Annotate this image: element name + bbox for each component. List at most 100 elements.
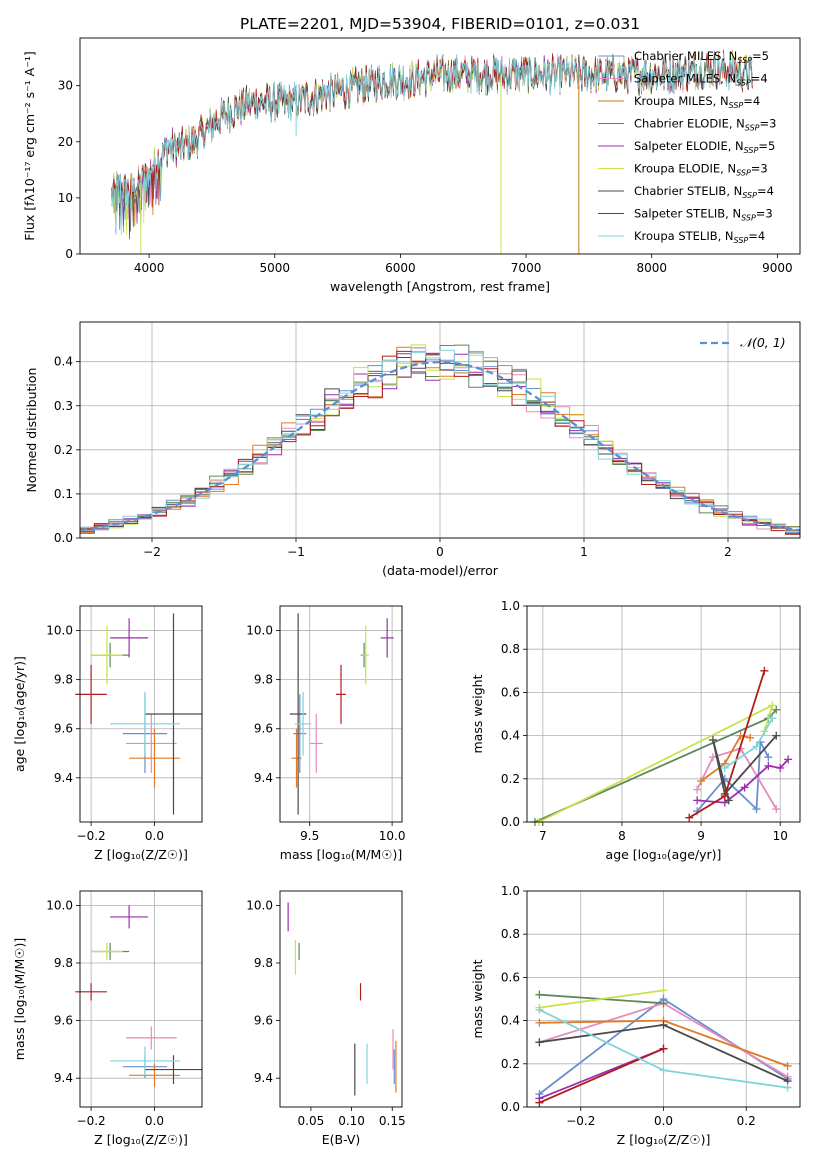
weight-marker [659, 999, 668, 1008]
weight-marker [760, 666, 769, 675]
weight-marker [768, 714, 777, 723]
x-tick-label: 8 [618, 829, 626, 843]
x-tick-label: −2 [143, 545, 161, 559]
spectrum-frame [79, 37, 801, 255]
x-axis-label: Z [log₁₀(Z/Z☉)] [94, 847, 188, 862]
y-tick-label: 0.0 [501, 1100, 520, 1114]
y-tick-label: 0.2 [54, 443, 73, 457]
weight-marker [768, 701, 777, 710]
weight-marker [724, 796, 733, 805]
y-tick-label: 9.6 [54, 722, 73, 736]
x-tick-label: 9 [697, 829, 705, 843]
weight-marker [535, 1005, 544, 1014]
y-axis-label: mass weight [470, 674, 485, 753]
y-tick-label: 30 [58, 79, 73, 93]
y-tick-label: 9.4 [54, 1071, 73, 1085]
y-tick-label: 9.8 [54, 956, 73, 970]
weight-marker [693, 796, 702, 805]
y-tick-label: 0 [65, 247, 73, 261]
legend-label: Chabrier MILES, NSSP=5 [634, 49, 769, 65]
weight-marker [772, 705, 781, 714]
legend-label: Salpeter MILES, NSSP=4 [634, 72, 768, 88]
weight-marker [752, 805, 761, 814]
weight-marker [720, 792, 729, 801]
weight-marker [764, 761, 773, 770]
y-tick-label: 0.3 [54, 399, 73, 413]
x-axis-label: Z [log₁₀(Z/Z☉)] [94, 1132, 188, 1147]
y-tick-label: 0.8 [501, 927, 520, 941]
weight-marker [535, 1038, 544, 1047]
legend-label: 𝒩(0, 1) [740, 335, 786, 350]
y-tick-label: 0.8 [501, 642, 520, 656]
y-tick-label: 10.0 [46, 624, 73, 638]
y-tick-label: 0.6 [501, 970, 520, 984]
x-tick-label: 0.05 [298, 1114, 325, 1128]
age_vs_Z-points [75, 613, 202, 815]
x-tick-label: −0.2 [566, 1114, 595, 1128]
mass_weight_vs_Z-lines [535, 986, 792, 1107]
x-tick-label: 10.0 [379, 829, 406, 843]
y-tick-label: 10.0 [246, 624, 273, 638]
y-axis-label: mass weight [470, 959, 485, 1038]
y-axis-label: Flux [fλ10⁻¹⁷ erg cm⁻² s⁻¹ A⁻¹] [22, 51, 37, 240]
weight-marker [693, 785, 702, 794]
x-axis-label: age [log₁₀(age/yr)] [606, 847, 722, 862]
x-axis-label: E(B-V) [322, 1132, 361, 1147]
age_vs_mass-frame [279, 605, 403, 823]
age_vs_Z-axes: −0.2 0.0 9.4 9.6 9.8 10.0 Z [log₁₀(Z/Z☉)] age [… [12, 606, 202, 862]
y-tick-label: 1.0 [501, 884, 520, 898]
x-tick-label: 0.15 [379, 1114, 406, 1128]
x-tick-label: 4000 [134, 261, 165, 275]
x-tick-label: 7 [539, 829, 547, 843]
residual-histograms [79, 344, 801, 535]
weight-marker [685, 813, 694, 822]
x-tick-label: 10 [773, 829, 788, 843]
weight-marker [746, 733, 755, 742]
x-tick-label: 0.0 [145, 1114, 164, 1128]
y-tick-label: 10.0 [46, 898, 73, 912]
weight-marker [697, 776, 706, 785]
spectrum-axes: 4000 5000 6000 7000 8000 9000 0 10 20 30 wavelengt… [22, 51, 793, 294]
mass_vs_Z-axes: −0.2 0.0 9.4 9.6 9.8 10.0 Z [log₁₀(Z/Z☉)] mass … [12, 891, 202, 1147]
weight-marker [784, 755, 793, 764]
y-tick-label: 0.0 [501, 815, 520, 829]
mass_weight_vs_age-frame [526, 605, 801, 823]
x-tick-label: −0.2 [77, 1114, 106, 1128]
y-tick-label: 9.8 [254, 673, 273, 687]
legend-label: Chabrier STELIB, NSSP=4 [634, 184, 774, 200]
weight-marker [535, 1018, 544, 1027]
x-axis-label: (data-model)/error [382, 563, 499, 578]
weight-marker [776, 764, 785, 772]
legend-label: Kroupa STELIB, NSSP=4 [634, 229, 765, 245]
legend-label: Kroupa ELODIE, NSSP=3 [634, 162, 768, 178]
x-tick-label: 0.0 [654, 1114, 673, 1128]
weight-line [696, 747, 778, 810]
x-tick-label: 0.0 [145, 829, 164, 843]
legend-label: Salpeter ELODIE, NSSP=5 [634, 139, 775, 155]
mass_weight_vs_Z-frame [526, 890, 801, 1108]
normal-curve [79, 360, 801, 532]
y-tick-label: 0.1 [54, 487, 73, 501]
spectrum-lines [111, 49, 753, 254]
weight-marker [659, 986, 668, 995]
weight-marker [772, 805, 781, 814]
weight-line [539, 1047, 664, 1104]
y-tick-label: 0.2 [501, 1057, 520, 1071]
weight-line [539, 989, 664, 1009]
y-tick-label: 1.0 [501, 599, 520, 613]
mass_vs_ebv-axes: 0.05 0.10 0.15 9.4 9.6 9.8 10.0 E(B-V) [246, 898, 405, 1147]
weight-marker [783, 1061, 792, 1070]
y-tick-label: 9.6 [254, 722, 273, 736]
weight-marker [740, 783, 749, 792]
y-tick-label: 10.0 [246, 898, 273, 912]
x-tick-label: 5000 [259, 261, 290, 275]
weight-marker [659, 1066, 668, 1075]
x-axis-label: mass [log₁₀(M/M☉)] [280, 847, 402, 862]
y-tick-label: 20 [58, 135, 73, 149]
mass_weight_vs_age-axes: 7 8 9 10 0.0 0.2 0.4 0.6 0.8 1.0 age [log₁₀(age/yr… [470, 599, 800, 862]
x-tick-label: 9000 [762, 261, 793, 275]
y-tick-label: 0.4 [501, 729, 520, 743]
x-tick-label: 1 [580, 545, 588, 559]
weight-marker [708, 753, 717, 762]
